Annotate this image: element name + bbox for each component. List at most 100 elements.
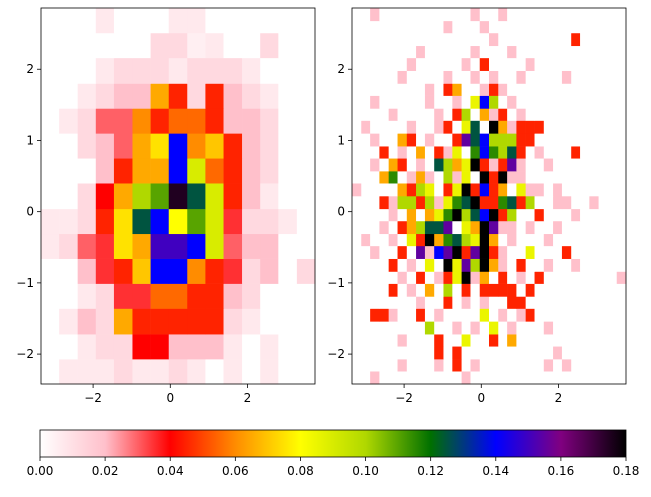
cell xyxy=(571,83,581,96)
cell xyxy=(516,45,526,59)
cell xyxy=(452,196,462,210)
x-tick-label: 2 xyxy=(244,391,252,405)
cell xyxy=(352,208,362,222)
cell xyxy=(443,8,453,22)
cell xyxy=(406,45,417,59)
cell xyxy=(580,120,590,134)
cell xyxy=(489,133,499,147)
cell xyxy=(168,359,188,385)
cell xyxy=(489,271,499,284)
cell xyxy=(479,196,490,210)
cell xyxy=(607,371,618,385)
cell xyxy=(59,183,78,210)
cell xyxy=(443,83,453,96)
cell xyxy=(498,196,508,210)
cell xyxy=(534,8,545,22)
cell xyxy=(543,8,554,22)
cell xyxy=(525,321,535,335)
cell xyxy=(424,171,435,184)
cell xyxy=(461,321,471,335)
cell xyxy=(352,371,362,385)
cell xyxy=(424,133,435,147)
cell xyxy=(361,271,371,284)
cell xyxy=(479,208,490,222)
cell xyxy=(571,258,581,272)
cell xyxy=(516,308,526,322)
cell xyxy=(580,346,590,360)
cell xyxy=(616,108,627,121)
cell xyxy=(132,8,151,34)
cell xyxy=(397,8,408,22)
cell xyxy=(397,359,408,372)
cell xyxy=(580,208,590,222)
cell xyxy=(607,245,618,259)
cell xyxy=(379,334,389,347)
cell xyxy=(507,208,517,222)
cell xyxy=(223,359,243,385)
cell xyxy=(379,359,389,372)
cell xyxy=(543,208,554,222)
cell xyxy=(424,283,435,297)
cell xyxy=(443,45,453,59)
cell xyxy=(616,146,627,159)
cell xyxy=(424,208,435,222)
cell xyxy=(77,183,97,210)
cell xyxy=(187,258,206,284)
cell xyxy=(553,20,563,34)
cell xyxy=(534,283,545,297)
cell xyxy=(534,133,545,147)
cell xyxy=(406,334,417,347)
cell xyxy=(77,158,97,184)
cell xyxy=(113,8,133,34)
cell xyxy=(406,183,417,197)
cell xyxy=(580,171,590,184)
cell xyxy=(507,233,517,247)
cell xyxy=(352,245,362,259)
cell xyxy=(452,334,462,347)
cell xyxy=(553,271,563,284)
cell xyxy=(278,334,298,360)
cell xyxy=(489,321,499,335)
cell xyxy=(352,196,362,210)
y-tick-label: 0 xyxy=(26,205,34,219)
cell xyxy=(370,158,380,172)
cell xyxy=(571,245,581,259)
cell xyxy=(397,158,408,172)
cell xyxy=(553,371,563,385)
heatmap xyxy=(352,8,627,385)
cell xyxy=(507,20,517,34)
cell xyxy=(507,258,517,272)
cell xyxy=(543,183,554,197)
cell xyxy=(461,371,471,385)
cell xyxy=(434,346,444,360)
cell xyxy=(589,45,599,59)
cell xyxy=(443,321,453,335)
cell xyxy=(41,359,60,385)
cell xyxy=(543,171,554,184)
cell xyxy=(525,296,535,309)
cell xyxy=(59,83,78,109)
cell xyxy=(452,296,462,309)
cell xyxy=(616,346,627,360)
cell xyxy=(543,32,554,47)
cell xyxy=(150,208,170,235)
cell xyxy=(361,233,371,247)
cell xyxy=(553,183,563,197)
cell xyxy=(260,32,279,59)
cell xyxy=(416,95,426,109)
cell xyxy=(434,359,444,372)
cell xyxy=(434,83,444,96)
cell xyxy=(388,245,398,259)
cell xyxy=(516,196,526,210)
cell xyxy=(571,133,581,147)
cell xyxy=(598,95,609,109)
cell xyxy=(352,57,362,71)
cell xyxy=(242,334,261,360)
cell xyxy=(580,359,590,372)
cell xyxy=(370,371,380,385)
cell xyxy=(489,70,499,84)
cell xyxy=(352,183,362,197)
cell xyxy=(543,133,554,147)
cell xyxy=(507,108,517,121)
cell xyxy=(434,334,444,347)
